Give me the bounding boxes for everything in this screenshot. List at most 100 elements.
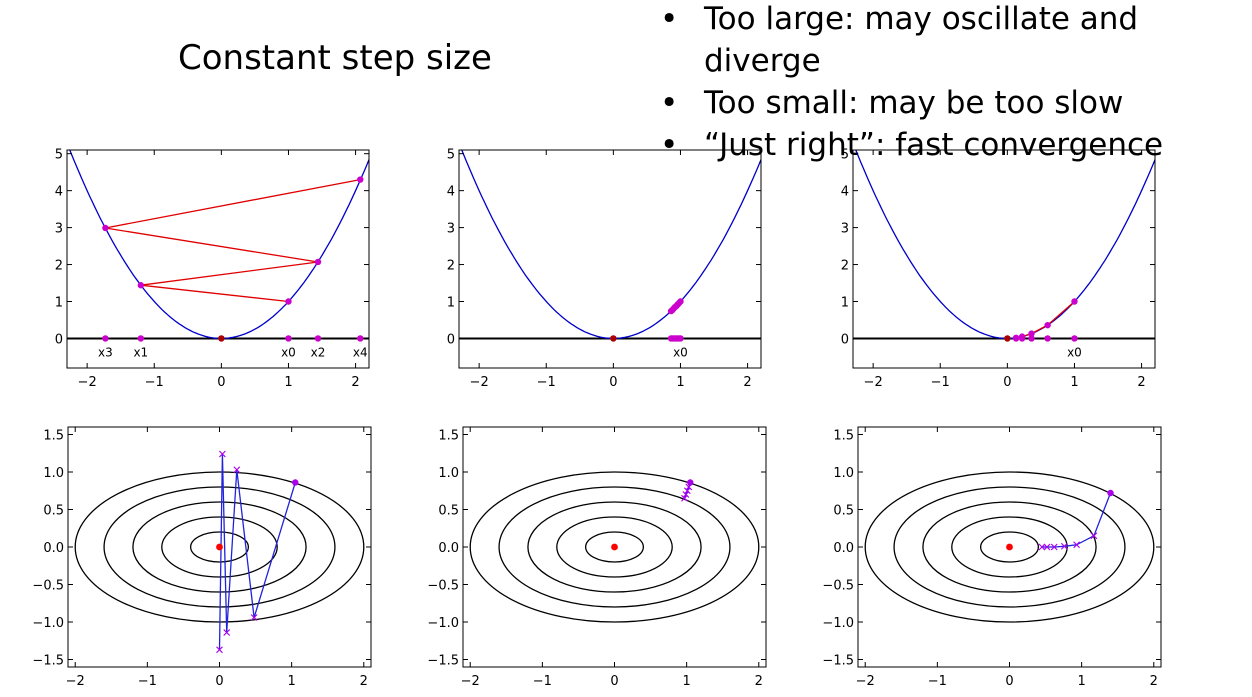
step-marker [223,629,231,636]
parabola-curve [461,150,761,340]
contour-plot-right-step: −2 −1 0 1 2 −1.5 −1.0 −0.5 0.0 0.5 1.0 1.5 [822,426,1162,689]
x-tick-label: 2 [351,375,359,390]
y-tick-label: 0 [447,332,455,347]
y-tick-label: −0.5 [427,579,459,594]
minimum-point [611,543,618,551]
start-point [1107,489,1114,497]
iterate-point [285,298,292,305]
y-tick-label: 4 [447,185,455,200]
y-tick-label: 1 [841,295,849,310]
plot-area [74,450,365,654]
x-tick-label: −1 [537,375,556,390]
y-tick-label: −1.0 [32,616,64,631]
x-tick-label: −2 [856,674,875,689]
iterate-point [102,224,109,232]
contour-ellipse [951,516,1068,578]
parabola-curve [855,150,1155,340]
y-tick-label: 0.0 [438,541,459,556]
descent-path [1042,492,1112,548]
iterate-point [137,282,145,289]
iterate-path [105,178,361,303]
step-marker [233,466,241,474]
y-tick-label: 1.5 [833,429,854,444]
y-tick-label: −1.5 [822,654,854,669]
iterate-projection [357,335,364,342]
y-tick-label: 0 [841,332,849,347]
minimum-point [1006,543,1013,551]
y-tick-label: 0.5 [43,504,64,519]
y-tick-label: 0 [55,332,63,347]
iterate-point [1028,330,1035,337]
step-marker [216,646,223,654]
minimum-point [218,335,225,342]
minimum-point [216,543,223,551]
x-tick-label: 1 [1070,375,1078,390]
iterate-point [667,307,675,315]
x-tick-label: −2 [78,375,97,390]
x-tick-label: 2 [755,674,763,689]
contour-ellipse [132,501,307,593]
iterate-label: x4 [353,345,368,359]
contour-ellipse [893,486,1126,608]
x-tick-label: −2 [864,375,883,390]
y-tick-label: −1.0 [822,616,854,631]
parabola-plot-large-step: x0 x1 x2 x3 x4 −2 −1 0 1 2 0 1 2 3 4 5 [55,148,370,390]
x-tick-label: 1 [683,674,691,689]
y-tick-label: −1.5 [427,654,459,669]
y-tick-label: 3 [447,222,455,237]
y-tick-label: 3 [841,222,849,237]
x-tick-label: 1 [288,674,296,689]
contour-plot-large-step: −2 −1 0 1 2 −1.5 −1.0 −0.5 0.0 0.5 1.0 1.5 [32,426,372,689]
step-marker [1038,543,1046,551]
y-tick-label: 2 [841,259,849,274]
y-tick-label: 0.0 [43,541,64,556]
axes-frame [852,149,1156,369]
y-tick-label: 1.0 [438,466,459,481]
x-tick-label: −1 [931,375,950,390]
iterate-projection [667,335,675,342]
x-tick-label: 1 [676,375,684,390]
x-tick-label: 2 [743,375,751,390]
step-marker [685,483,693,491]
y-tick-label: 3 [55,222,63,237]
step-marker [1090,532,1098,540]
x-tick-label: −1 [928,674,947,689]
iterate-projection [1028,335,1035,342]
minimum-point [610,335,617,342]
slide-title: Constant step size [178,38,492,78]
step-marker [1050,543,1058,551]
axes-frame [66,149,370,369]
y-tick-label: −0.5 [822,579,854,594]
contour-plot-small-step: −2 −1 0 1 2 −1.5 −1.0 −0.5 0.0 0.5 1.0 1.5 [427,426,767,689]
minimum-point [1004,335,1011,342]
iterate-point [314,258,322,266]
x-tick-label: 0 [215,674,223,689]
x-tick-label: 2 [360,674,368,689]
y-tick-label: 5 [447,148,455,163]
parabola-plot-small-step: x0 −2 −1 0 1 2 0 1 2 3 4 5 [447,148,762,390]
step-marker [1060,542,1068,550]
step-marker [218,450,226,458]
y-tick-label: −1.5 [32,654,64,669]
contour-ellipse [469,471,760,623]
y-tick-label: 1.5 [438,429,459,444]
y-tick-label: 1 [447,295,455,310]
y-tick-label: 2 [447,259,455,274]
iterate-projection [285,335,292,342]
step-marker [250,614,258,621]
start-point [292,479,299,486]
y-tick-label: 1.0 [833,466,854,481]
y-tick-label: 5 [841,148,849,163]
y-tick-label: 4 [841,185,849,200]
iterate-projection [102,335,109,342]
plot-area [469,471,760,623]
plot-area [864,471,1155,623]
iterate-label: x0 [673,345,688,359]
plot-area: x0 [853,150,1155,359]
x-tick-label: 2 [1137,375,1145,390]
step-marker [1073,541,1081,549]
step-marker [682,491,690,498]
iterate-projection [314,335,322,342]
x-tick-label: 0 [1005,674,1013,689]
iterate-projection [137,335,145,342]
